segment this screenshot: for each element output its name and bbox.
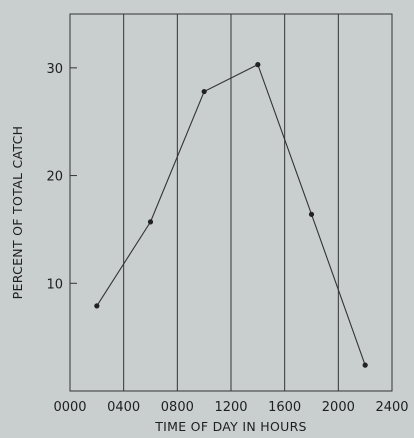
data-point xyxy=(308,211,315,217)
x-tick-label: 1200 xyxy=(214,400,247,415)
data-point xyxy=(147,219,154,225)
x-tick-label: 1600 xyxy=(268,400,301,415)
y-tick-label: 20 xyxy=(46,170,63,185)
x-tick-label: 2000 xyxy=(322,400,355,415)
x-tick-label: 0800 xyxy=(161,400,194,415)
x-tick-label: 2400 xyxy=(375,400,408,415)
y-tick-label: 10 xyxy=(46,277,63,292)
y-axis-label: PERCENT OF TOTAL CATCH xyxy=(10,126,25,300)
data-point xyxy=(362,362,368,368)
data-point xyxy=(94,303,100,309)
x-axis-label: TIME OF DAY IN HOURS xyxy=(154,419,307,434)
data-point xyxy=(201,88,207,95)
y-tick-label: 30 xyxy=(46,62,63,77)
x-tick-label: 0000 xyxy=(53,400,86,415)
data-point xyxy=(255,62,261,68)
x-tick-label: 0400 xyxy=(107,400,140,415)
series-line xyxy=(96,63,366,366)
